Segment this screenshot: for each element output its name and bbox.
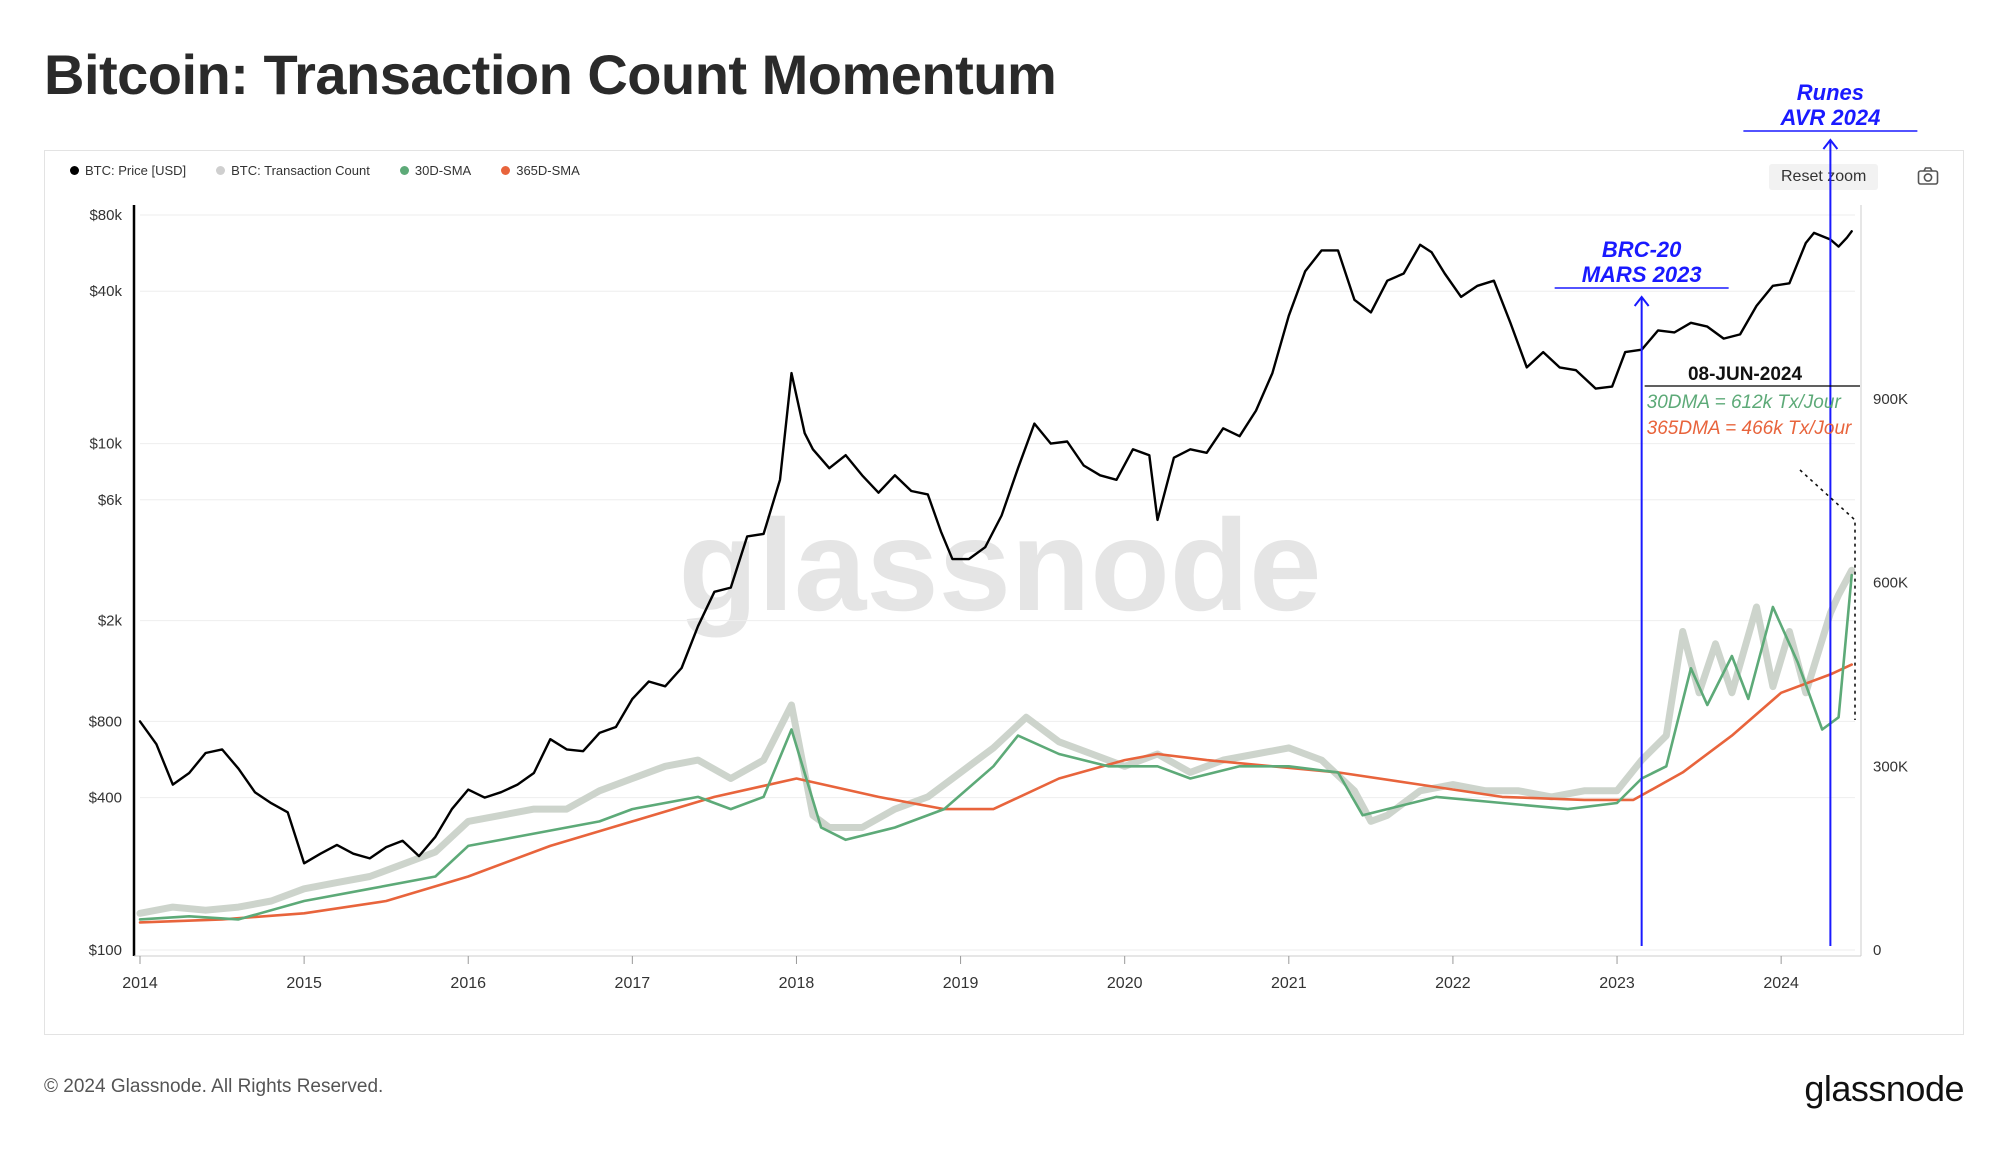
y-right-tick-label: 300K	[1873, 758, 1908, 775]
y-left-tick-label: $100	[89, 942, 122, 959]
runes-annotation-label-2: AVR 2024	[1779, 105, 1880, 130]
x-axis: 2014 2015 2016 2017 2018 2019 2020 2021 2022 2023…	[122, 955, 1861, 992]
y-left-tick-label: $40k	[89, 283, 122, 300]
callout-date: 08-JUN-2024	[1688, 364, 1802, 385]
chart-legend[interactable]: BTC: Price [USD] BTC: Transaction Count …	[70, 163, 580, 178]
camera-icon[interactable]	[1917, 166, 1939, 186]
y-left-tick-label: $80k	[89, 207, 122, 224]
x-tick-label: 2015	[286, 975, 322, 992]
legend-dot-price	[70, 166, 79, 175]
x-tick-label: 2016	[450, 975, 486, 992]
y-right-tick-label: 600K	[1873, 575, 1908, 592]
chart-frame	[44, 150, 1964, 1035]
y-left-tick-label: $400	[89, 790, 122, 807]
brand-logo: glassnode	[1804, 1068, 1964, 1109]
series-price-line	[138, 230, 1853, 865]
x-tick-label: 2014	[122, 975, 158, 992]
y-axis-left: $100 $400 $800 $2k $6k $10k $40k $80k	[89, 205, 136, 959]
legend-dot-sma30	[399, 166, 409, 175]
x-tick-label: 2017	[615, 975, 651, 992]
x-tick-label: 2020	[1107, 975, 1143, 992]
legend-dot-tx-count	[216, 166, 226, 175]
brc20-annotation-label-2: MARS 2023	[1582, 262, 1702, 287]
x-tick-label: 2023	[1599, 975, 1635, 992]
y-left-tick-label: $2k	[98, 613, 123, 630]
runes-annotation-arrow	[1822, 138, 1839, 150]
callout-30dma: 30DMA = 612k Tx/Jour	[1647, 392, 1842, 413]
legend-item-sma365[interactable]: 365D-SMA	[501, 163, 580, 178]
chart-watermark: glassnode	[679, 492, 1322, 638]
x-tick-label: 2018	[779, 975, 815, 992]
legend-item-tx-count[interactable]: BTC: Transaction Count	[216, 163, 370, 178]
series-sma30-line	[138, 573, 1853, 921]
y-right-tick-label: 900K	[1873, 391, 1908, 408]
legend-label-tx-count: BTC: Transaction Count	[231, 163, 370, 178]
y-axis-right: 0 300K 600K 900K	[1860, 205, 1908, 959]
x-tick-label: 2022	[1435, 975, 1471, 992]
brc20-annotation-label-1: BRC-20	[1602, 237, 1682, 262]
legend-label-price: BTC: Price [USD]	[85, 163, 187, 178]
y-left-tick-label: $6k	[98, 492, 123, 509]
brc20-annotation-arrow	[1633, 295, 1650, 307]
series-layer	[136, 230, 1856, 924]
legend-item-price[interactable]: BTC: Price [USD]	[70, 163, 186, 178]
legend-label-sma365: 365D-SMA	[516, 163, 580, 178]
x-tick-label: 2024	[1763, 975, 1799, 992]
legend-label-sma30: 30D-SMA	[414, 163, 472, 178]
reset-zoom-button[interactable]: Reset zoom	[1769, 164, 1879, 190]
page-title: Bitcoin: Transaction Count Momentum	[44, 43, 1057, 106]
y-left-tick-label: $800	[89, 713, 122, 730]
x-tick-label: 2021	[1271, 975, 1307, 992]
x-tick-label: 2019	[943, 975, 979, 992]
y-left-tick-label: $10k	[89, 436, 122, 453]
legend-item-sma30[interactable]: 30D-SMA	[399, 163, 472, 178]
legend-dot-sma365	[501, 166, 511, 175]
callout-365dma: 365DMA = 466k Tx/Jour	[1647, 418, 1852, 439]
series-tx-count-line	[136, 566, 1856, 917]
chart-grid	[140, 214, 1855, 951]
series-sma365-line	[138, 663, 1853, 924]
copyright-text: © 2024 Glassnode. All Rights Reserved.	[44, 1076, 384, 1097]
runes-annotation-label-1: Runes	[1797, 80, 1864, 105]
y-right-tick-label: 0	[1873, 942, 1881, 959]
